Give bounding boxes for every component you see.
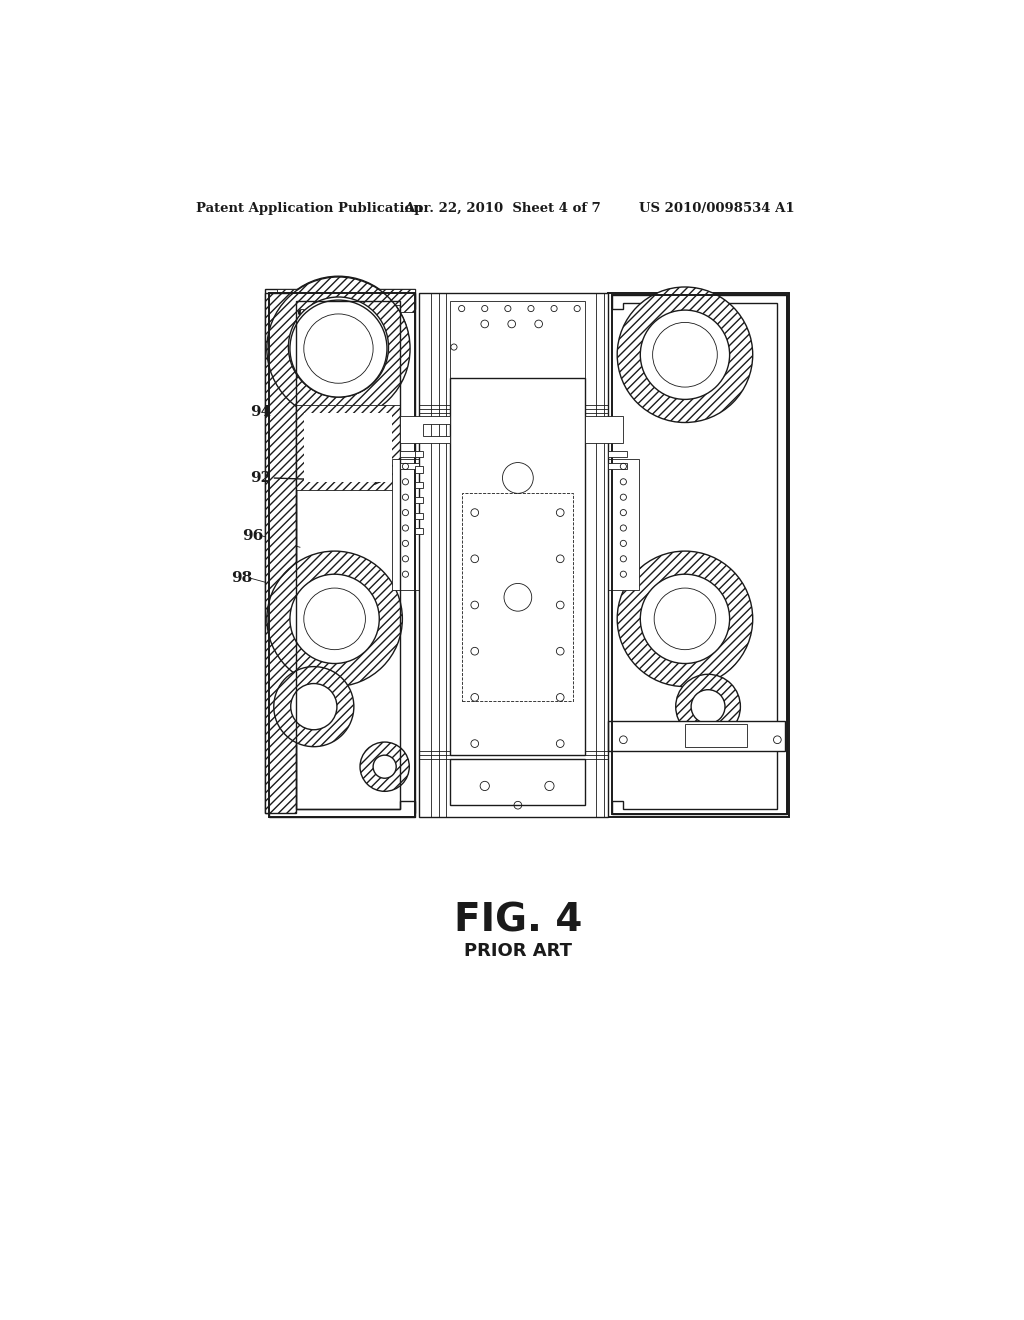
Polygon shape bbox=[265, 293, 296, 813]
Circle shape bbox=[289, 297, 388, 397]
Polygon shape bbox=[276, 289, 416, 313]
Text: 92: 92 bbox=[250, 471, 271, 484]
Polygon shape bbox=[296, 405, 400, 490]
Circle shape bbox=[640, 310, 730, 400]
Bar bbox=[400, 462, 419, 469]
Bar bbox=[685, 725, 746, 747]
Circle shape bbox=[676, 675, 740, 739]
Bar bbox=[416, 451, 423, 457]
Polygon shape bbox=[400, 416, 451, 444]
Bar bbox=[416, 498, 423, 503]
Circle shape bbox=[617, 286, 753, 422]
Circle shape bbox=[267, 276, 410, 418]
Text: 94: 94 bbox=[250, 405, 271, 420]
Polygon shape bbox=[265, 289, 416, 813]
Polygon shape bbox=[304, 412, 392, 482]
Text: Apr. 22, 2010  Sheet 4 of 7: Apr. 22, 2010 Sheet 4 of 7 bbox=[403, 202, 601, 215]
Circle shape bbox=[273, 667, 354, 747]
Bar bbox=[419, 293, 608, 817]
Polygon shape bbox=[269, 293, 416, 817]
Text: 96: 96 bbox=[243, 529, 263, 543]
Circle shape bbox=[640, 574, 730, 664]
Bar bbox=[416, 466, 423, 473]
Circle shape bbox=[267, 552, 402, 686]
Circle shape bbox=[267, 277, 410, 420]
Polygon shape bbox=[611, 296, 786, 814]
Text: FIG. 4: FIG. 4 bbox=[454, 902, 582, 940]
Text: PRIOR ART: PRIOR ART bbox=[464, 942, 571, 961]
Circle shape bbox=[290, 300, 387, 397]
Text: Patent Application Publication: Patent Application Publication bbox=[196, 202, 423, 215]
Bar bbox=[608, 451, 628, 457]
Bar bbox=[419, 293, 608, 817]
Bar bbox=[451, 301, 585, 378]
Bar bbox=[416, 528, 423, 535]
Bar bbox=[416, 512, 423, 519]
Bar bbox=[608, 462, 628, 469]
Bar bbox=[608, 721, 785, 751]
Circle shape bbox=[290, 574, 379, 664]
Bar bbox=[462, 494, 573, 701]
Polygon shape bbox=[608, 459, 639, 590]
Polygon shape bbox=[585, 416, 624, 444]
Circle shape bbox=[291, 684, 337, 730]
Circle shape bbox=[691, 689, 725, 723]
Polygon shape bbox=[608, 293, 788, 817]
Bar bbox=[451, 759, 585, 805]
Bar bbox=[451, 378, 585, 755]
Text: 98: 98 bbox=[230, 572, 252, 585]
Polygon shape bbox=[392, 459, 419, 590]
Circle shape bbox=[360, 742, 410, 792]
Bar bbox=[400, 451, 419, 457]
Circle shape bbox=[373, 755, 396, 779]
Text: US 2010/0098534 A1: US 2010/0098534 A1 bbox=[639, 202, 795, 215]
Text: 90: 90 bbox=[296, 309, 317, 323]
Bar bbox=[416, 482, 423, 488]
Circle shape bbox=[617, 552, 753, 686]
